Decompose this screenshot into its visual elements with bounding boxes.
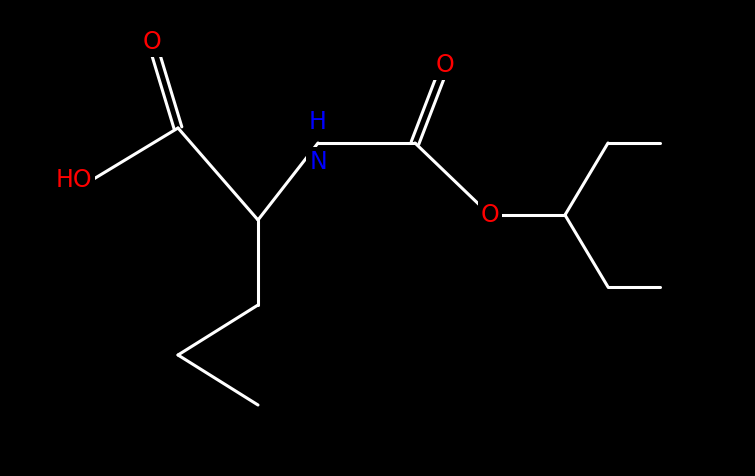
Text: O: O	[481, 203, 499, 227]
Text: N: N	[309, 150, 327, 174]
Text: N: N	[309, 150, 327, 174]
Text: H: H	[309, 110, 327, 134]
Text: O: O	[143, 30, 162, 54]
Text: O: O	[436, 53, 455, 77]
Text: HO: HO	[55, 168, 92, 192]
Text: HO: HO	[55, 168, 92, 192]
Text: O: O	[481, 203, 499, 227]
Text: O: O	[436, 53, 455, 77]
Text: H: H	[309, 110, 327, 134]
Text: O: O	[143, 30, 162, 54]
